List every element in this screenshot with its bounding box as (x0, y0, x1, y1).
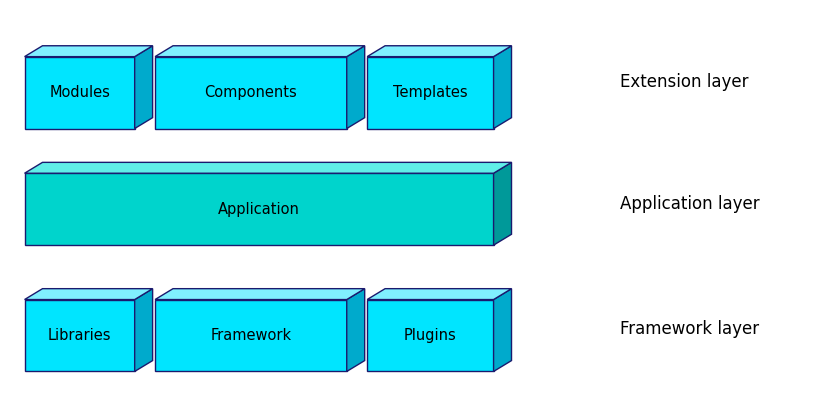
Polygon shape (25, 289, 152, 300)
Polygon shape (368, 57, 494, 129)
Polygon shape (155, 300, 347, 372)
Polygon shape (494, 162, 512, 245)
Text: Templates: Templates (393, 85, 468, 100)
Polygon shape (494, 46, 512, 129)
Polygon shape (25, 300, 134, 372)
Polygon shape (155, 289, 365, 300)
Polygon shape (25, 162, 512, 173)
Polygon shape (155, 46, 365, 57)
Text: Framework layer: Framework layer (620, 320, 759, 338)
Polygon shape (368, 300, 494, 372)
Text: Application: Application (218, 202, 300, 217)
Polygon shape (368, 289, 512, 300)
Text: Libraries: Libraries (48, 328, 111, 343)
Polygon shape (134, 46, 152, 129)
Polygon shape (155, 57, 347, 129)
Polygon shape (25, 57, 134, 129)
Text: Application layer: Application layer (620, 195, 760, 213)
Text: Components: Components (204, 85, 297, 100)
Text: Modules: Modules (49, 85, 110, 100)
Polygon shape (368, 46, 512, 57)
Polygon shape (25, 46, 152, 57)
Polygon shape (347, 46, 365, 129)
Polygon shape (134, 289, 152, 372)
Polygon shape (494, 289, 512, 372)
Polygon shape (25, 173, 494, 245)
Text: Extension layer: Extension layer (620, 73, 748, 91)
Text: Plugins: Plugins (404, 328, 456, 343)
Text: Framework: Framework (210, 328, 292, 343)
Polygon shape (347, 289, 365, 372)
